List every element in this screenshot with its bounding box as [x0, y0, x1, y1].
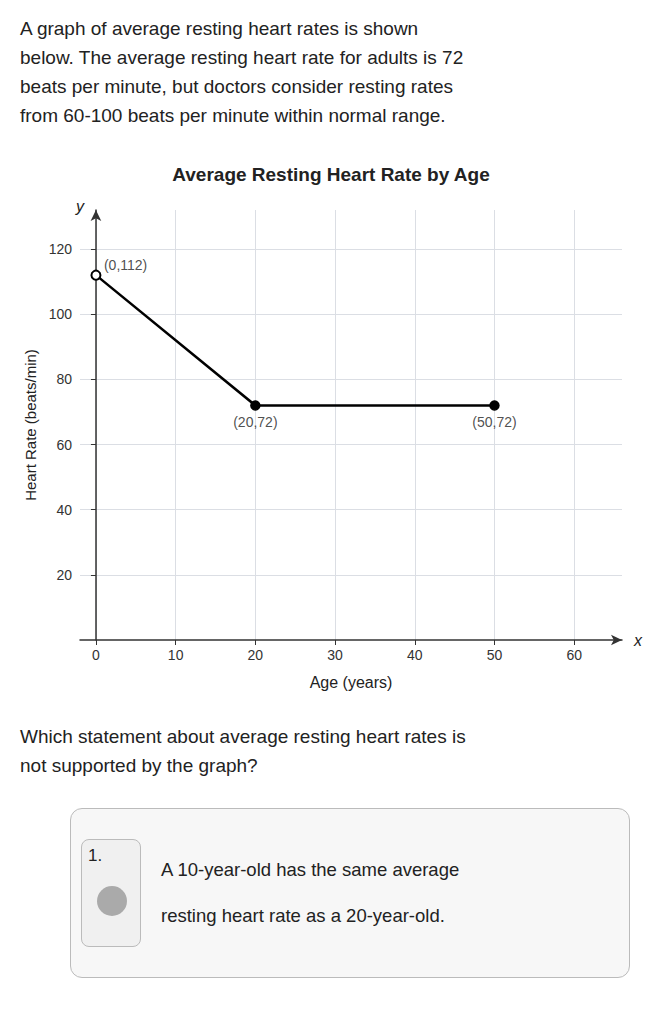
svg-text:30: 30 [327, 647, 343, 663]
svg-text:50: 50 [487, 647, 503, 663]
html-text:from 60-100 beats per minute w: from 60-100 beats per minute within norm… [20, 105, 446, 126]
svg-text:40: 40 [56, 502, 72, 518]
svg-text:0: 0 [92, 647, 100, 663]
svg-text:60: 60 [56, 437, 72, 453]
svg-text:60: 60 [566, 647, 582, 663]
html-text:Which statement about average: Which statement about average resting he… [20, 726, 466, 747]
svg-text:(20,72): (20,72) [233, 414, 277, 430]
html-text:A graph of average resting hea: A graph of average resting heart rates i… [20, 18, 419, 39]
html-text:resting heart rate as a 20-yea: resting heart rate as a 20-year-old. [161, 905, 445, 926]
svg-text:(50,72): (50,72) [472, 414, 516, 430]
svg-text:20: 20 [56, 567, 72, 583]
svg-text:120: 120 [49, 241, 73, 257]
svg-text:x: x [633, 632, 643, 649]
svg-text:Age (years): Age (years) [310, 674, 393, 691]
html-text:A 10-year-old has the same ave: A 10-year-old has the same average [161, 859, 460, 880]
svg-text:80: 80 [56, 371, 72, 387]
html-text:not supported by the graph?: not supported by the graph? [20, 755, 258, 776]
html-text:1.: 1. [88, 846, 103, 865]
svg-text:100: 100 [49, 306, 73, 322]
svg-text:Heart Rate (beats/min): Heart Rate (beats/min) [22, 349, 39, 501]
html-text:below. The average resting hea: below. The average resting heart rate fo… [20, 47, 464, 68]
svg-text:(0,112): (0,112) [104, 257, 147, 273]
svg-text:y: y [75, 198, 85, 215]
html-text:beats per minute, but doctors: beats per minute, but doctors consider r… [20, 76, 453, 97]
svg-text:40: 40 [407, 647, 423, 663]
svg-text:10: 10 [168, 647, 184, 663]
svg-text:20: 20 [248, 647, 264, 663]
svg-text:Average Resting Heart Rate by: Average Resting Heart Rate by Age [172, 164, 489, 185]
